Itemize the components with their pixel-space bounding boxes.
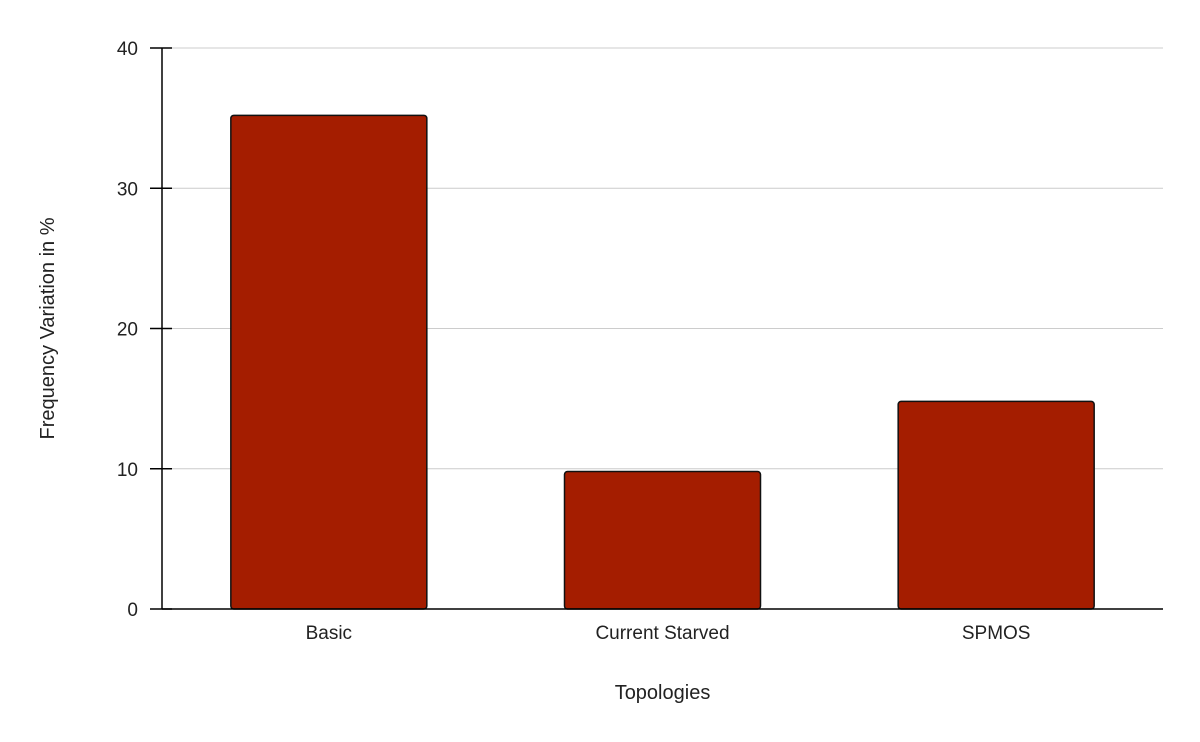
bar-spmos: [897, 400, 1095, 610]
bar-basic: [230, 114, 428, 610]
y-tick-label: 0: [127, 600, 138, 621]
y-tick-label: 10: [117, 460, 138, 481]
y-ticks: 0 10 20 30 40: [117, 39, 172, 621]
y-axis-title: Frequency Variation in %: [37, 217, 59, 439]
y-tick-label: 20: [117, 320, 138, 341]
y-tick-label: 40: [117, 39, 138, 60]
x-category-labels: Basic Current Starved SPMOS: [306, 623, 1031, 644]
y-tick-label: 30: [117, 179, 138, 200]
bars: [230, 114, 1095, 610]
x-category-label: SPMOS: [962, 623, 1031, 644]
x-category-label: Basic: [306, 623, 352, 644]
x-axis-title: Topologies: [615, 682, 711, 704]
bar-current-starved: [563, 470, 762, 610]
x-category-label: Current Starved: [595, 623, 729, 644]
